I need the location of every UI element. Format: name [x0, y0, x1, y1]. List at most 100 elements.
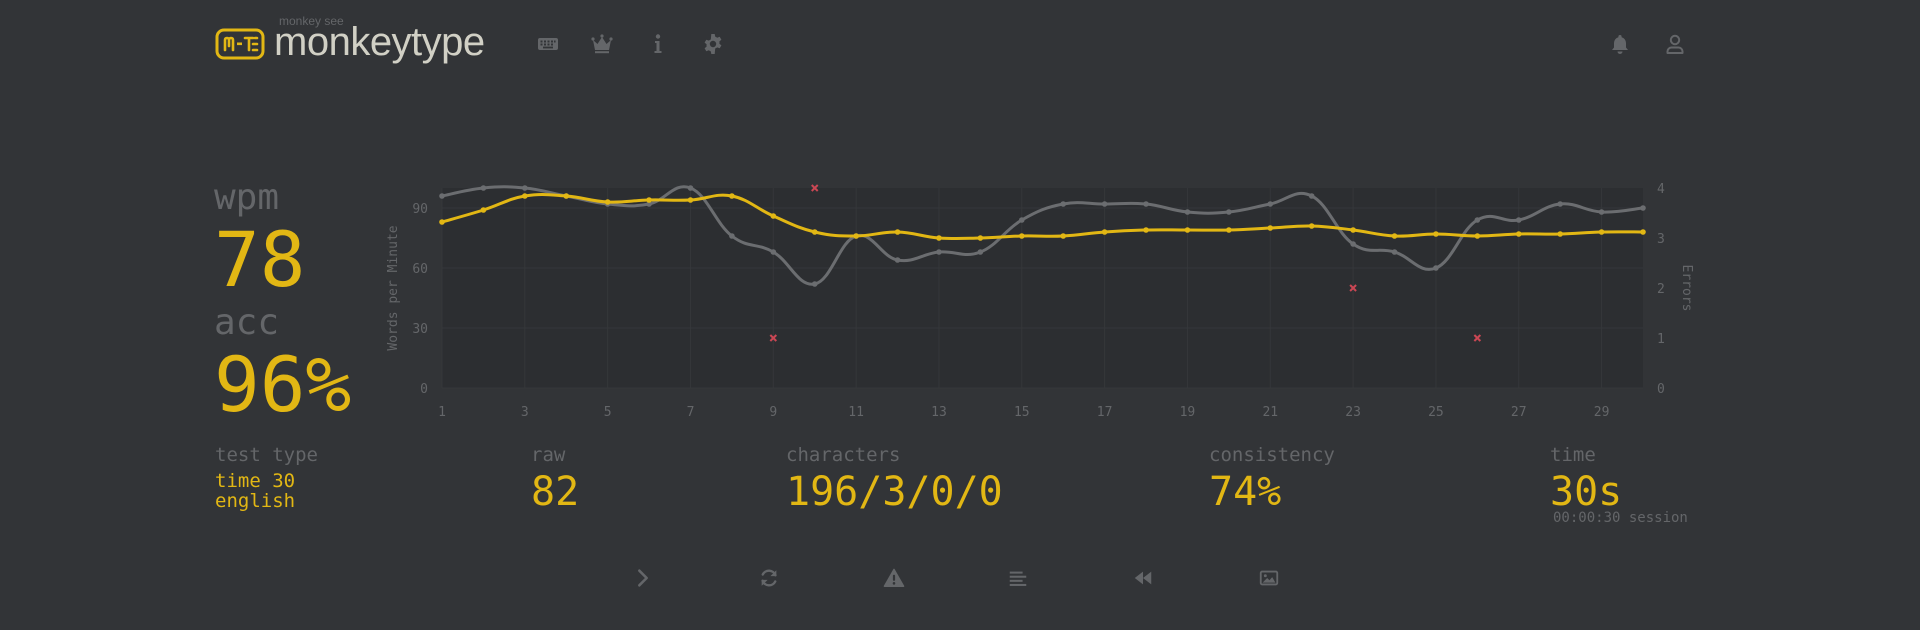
raw-point	[1557, 201, 1563, 207]
wpm-point	[1433, 231, 1439, 237]
wpm-point	[604, 199, 611, 205]
characters-value: 196/3/0/0	[786, 469, 1003, 515]
test-type-value[interactable]: time 30 english	[215, 471, 295, 511]
x-tick-label: 13	[931, 405, 947, 420]
wpm-label: wpm	[214, 177, 280, 218]
wpm-point	[1308, 223, 1315, 229]
raw-point	[811, 281, 818, 287]
x-tick-label: 1	[438, 405, 446, 420]
wpm-point	[1557, 231, 1563, 237]
raw-point	[1101, 201, 1108, 207]
x-tick-label: 7	[687, 405, 695, 420]
report-button[interactable]	[876, 562, 912, 594]
next-test-button[interactable]	[625, 562, 661, 594]
warning-icon	[883, 568, 905, 587]
x-tick-label: 25	[1428, 405, 1444, 420]
raw-point	[770, 249, 777, 255]
raw-point	[1308, 193, 1315, 199]
header: monkey see monkeytype	[0, 0, 1920, 90]
wpm-point	[1598, 229, 1605, 235]
y-tick-label: 90	[412, 202, 428, 217]
wpm-point	[646, 197, 652, 203]
y-tick-label: 60	[412, 262, 428, 277]
keyboard-logo-icon[interactable]	[215, 28, 265, 60]
wpm-point	[1018, 233, 1025, 239]
screenshot-button[interactable]	[1251, 562, 1287, 594]
raw-point	[687, 185, 694, 191]
x-tick-label: 9	[769, 405, 777, 420]
wpm-point	[1184, 227, 1191, 233]
wpm-point	[480, 207, 487, 213]
wpm-point	[1350, 227, 1356, 233]
test-type-mode: time 30	[215, 470, 296, 492]
raw-point	[1184, 209, 1191, 215]
x-tick-label: 29	[1594, 405, 1610, 420]
wpm-point	[687, 197, 694, 203]
wpm-point	[853, 233, 859, 239]
wpm-point	[1267, 225, 1274, 231]
word-history-button[interactable]	[1000, 562, 1036, 594]
error-point	[811, 184, 819, 192]
raw-point	[1515, 217, 1522, 223]
raw-point	[894, 257, 901, 263]
raw-point	[1598, 209, 1605, 215]
y2-tick-label: 0	[1657, 382, 1665, 397]
replay-button[interactable]	[1125, 562, 1161, 594]
wpm-point	[1101, 229, 1108, 235]
wpm-point	[770, 213, 777, 219]
x-tick-label: 5	[604, 405, 612, 420]
y2-tick-label: 4	[1657, 182, 1665, 197]
raw-point	[1143, 201, 1149, 207]
wpm-point	[439, 219, 445, 225]
raw-point	[1226, 209, 1232, 215]
raw-point	[439, 193, 445, 199]
wpm-point	[936, 235, 942, 241]
x-tick-label: 3	[521, 405, 529, 420]
x-tick-label: 15	[1014, 405, 1030, 420]
logo-subtitle: monkey see	[279, 14, 344, 28]
crown-icon[interactable]	[588, 30, 616, 58]
y2-tick-label: 2	[1657, 282, 1665, 297]
raw-point	[646, 201, 652, 207]
y2-tick-label: 3	[1657, 232, 1665, 247]
wpm-point	[1060, 233, 1067, 239]
bell-icon[interactable]	[1606, 30, 1634, 58]
logo-title[interactable]: monkeytype	[274, 20, 485, 64]
consistency-label: consistency	[1209, 444, 1335, 466]
test-type-language: english	[215, 490, 296, 512]
next-test-icon	[638, 569, 648, 587]
plot-area	[442, 188, 1643, 388]
acc-label: acc	[214, 302, 280, 343]
raw-point	[977, 249, 984, 255]
y2-tick-label: 1	[1657, 332, 1665, 347]
wpm-point	[1391, 233, 1398, 239]
x-tick-label: 21	[1262, 405, 1278, 420]
y2-axis-title: Errors	[1679, 265, 1694, 312]
raw-point	[1433, 265, 1439, 271]
test-type-label: test type	[215, 444, 318, 466]
raw-point	[480, 185, 487, 191]
raw-point	[1640, 205, 1646, 211]
raw-point	[1474, 217, 1481, 223]
user-icon[interactable]	[1661, 30, 1689, 58]
y-tick-label: 30	[412, 322, 428, 337]
screenshot-icon	[1259, 570, 1279, 586]
wpm-point	[811, 229, 818, 235]
gear-icon[interactable]	[699, 30, 727, 58]
raw-point	[1267, 201, 1274, 207]
keyboard-icon[interactable]	[534, 30, 562, 58]
word-history-icon	[1009, 571, 1027, 586]
replay-icon	[1134, 571, 1152, 585]
raw-point	[936, 249, 942, 255]
raw-point	[522, 185, 528, 191]
wpm-point	[563, 193, 570, 199]
info-icon[interactable]	[644, 30, 672, 58]
raw-point	[1391, 249, 1398, 255]
error-point	[1473, 334, 1482, 342]
wpm-point	[1226, 227, 1232, 233]
raw-point	[1350, 241, 1356, 247]
restart-test-button[interactable]	[751, 562, 787, 594]
characters-label: characters	[786, 444, 901, 466]
wpm-point	[1640, 229, 1646, 235]
